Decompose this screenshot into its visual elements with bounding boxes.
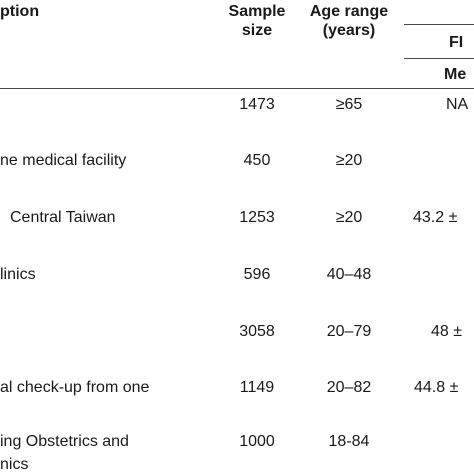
row-1-age-range: ≥65 [335, 96, 363, 113]
fi-stat-rule [404, 58, 474, 59]
row-6-age-range: 20–82 [326, 379, 372, 396]
row-3-age-range: ≥20 [335, 209, 363, 226]
header-sample-size-line2: size [241, 22, 273, 39]
row-6-fi: 44.8 ± [414, 379, 459, 396]
header-fi-stat: Me [444, 66, 467, 83]
row-1-sample-size: 1473 [239, 96, 275, 113]
row-2-sample-size: 450 [243, 152, 271, 169]
row-4-description: linics [0, 266, 36, 283]
header-description: ption [0, 3, 40, 20]
row-2-description: ne medical facility [0, 152, 127, 169]
row-3-fi: 43.2 ± [413, 209, 458, 226]
row-8-description: nics [0, 456, 29, 473]
header-fi: FI [449, 34, 464, 51]
row-3-sample-size: 1253 [239, 209, 275, 226]
header-sample-size-line1: Sample [228, 3, 286, 20]
row-5-sample-size: 3058 [239, 323, 275, 340]
row-7-sample-size: 1000 [239, 433, 275, 450]
row-7-description: ing Obstetrics and [0, 433, 129, 450]
header-age-range: Age range (years) [300, 2, 398, 40]
row-2-age-range: ≥20 [335, 152, 363, 169]
row-4-age-range: 40–48 [326, 266, 372, 283]
row-7-age-range: 18-84 [328, 433, 370, 450]
header-bottom-rule [0, 88, 474, 89]
header-sample-size: Sample size [220, 2, 294, 40]
header-age-range-line2: (years) [322, 22, 376, 39]
row-1-fi: NA [446, 96, 469, 113]
row-5-fi: 48 ± [431, 323, 463, 340]
fi-group-rule [404, 24, 474, 25]
row-6-sample-size: 1149 [239, 379, 275, 396]
row-3-description: Central Taiwan [10, 209, 116, 226]
row-4-sample-size: 596 [243, 266, 271, 283]
row-6-description: al check-up from one [0, 379, 150, 396]
header-age-range-line1: Age range [309, 3, 389, 20]
row-5-age-range: 20–79 [326, 323, 372, 340]
